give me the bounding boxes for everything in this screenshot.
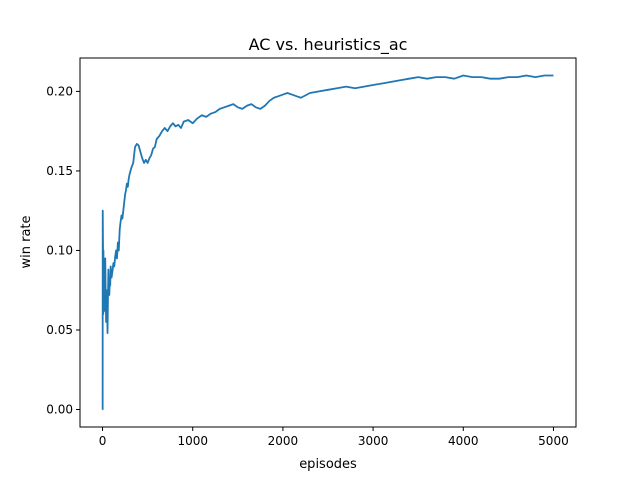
y-tick-label: 0.20 xyxy=(46,84,73,98)
y-tick-label: 0.00 xyxy=(46,403,73,417)
y-axis-ticks: 0.00 0.05 0.10 0.15 0.20 xyxy=(46,84,80,417)
x-tick-label: 3000 xyxy=(358,434,389,448)
chart-title: AC vs. heuristics_ac xyxy=(249,35,408,55)
y-tick-label: 0.10 xyxy=(46,243,73,257)
x-tick-label: 2000 xyxy=(268,434,299,448)
series-layer xyxy=(101,74,554,411)
series-line-0 xyxy=(101,74,554,411)
x-axis-label: episodes xyxy=(299,457,357,472)
x-tick-label: 0 xyxy=(99,434,107,448)
y-tick-label: 0.15 xyxy=(46,164,73,178)
x-tick-label: 4000 xyxy=(448,434,479,448)
x-axis-ticks: 0 1000 2000 3000 4000 5000 xyxy=(99,427,569,448)
y-tick-label: 0.05 xyxy=(46,323,73,337)
y-axis-label: win rate xyxy=(19,215,34,268)
x-tick-label: 1000 xyxy=(177,434,208,448)
plot-area xyxy=(79,57,577,428)
x-tick-label: 5000 xyxy=(538,434,569,448)
